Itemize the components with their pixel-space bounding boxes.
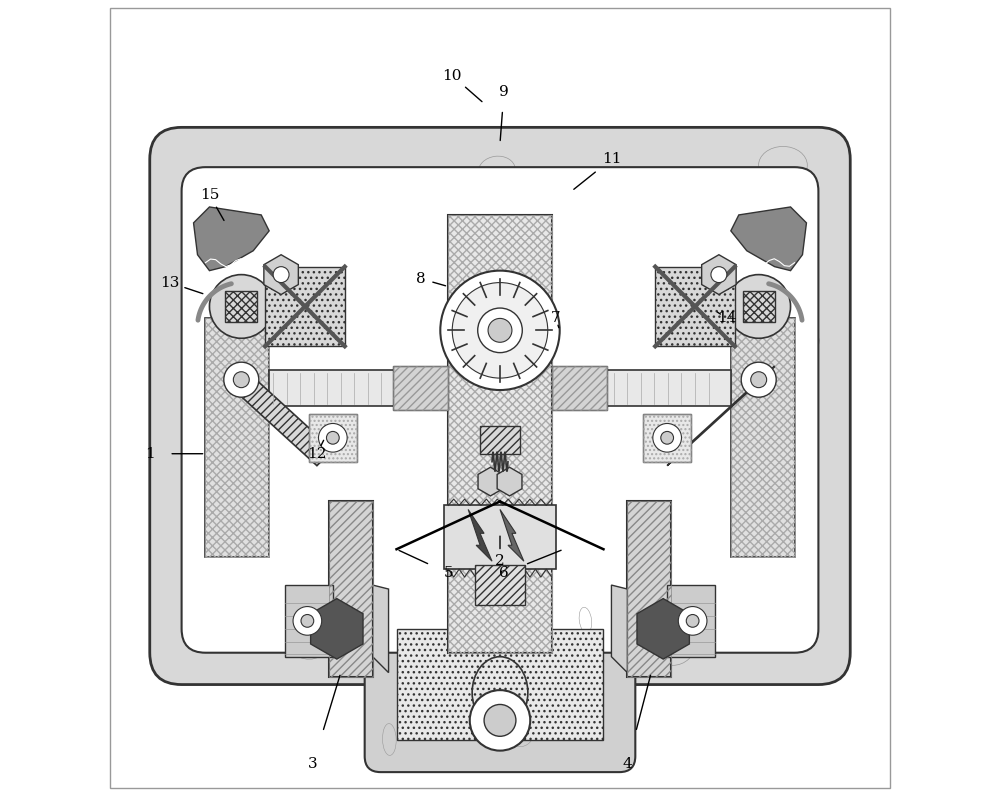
Text: 14: 14 [717,311,737,326]
Text: 12: 12 [307,447,327,461]
Circle shape [661,431,674,444]
Bar [393,366,448,410]
Bar [643,414,691,462]
Circle shape [653,423,681,452]
Text: 2: 2 [495,554,505,568]
FancyBboxPatch shape [365,597,635,772]
Circle shape [488,318,512,342]
Bar [556,370,731,406]
Bar [285,585,333,657]
FancyBboxPatch shape [150,127,850,685]
Text: 8: 8 [416,271,425,286]
Polygon shape [731,207,806,271]
Circle shape [452,283,548,378]
Text: 11: 11 [602,152,621,166]
Polygon shape [373,585,389,673]
Circle shape [727,275,791,338]
Text: 13: 13 [160,275,179,290]
Polygon shape [225,366,333,466]
Bar [269,370,444,406]
Circle shape [741,362,776,397]
Polygon shape [500,509,524,561]
Bar [225,291,257,322]
Bar [667,585,715,657]
Polygon shape [667,366,775,466]
Bar [743,291,775,322]
Bar [731,318,795,557]
Polygon shape [468,509,492,561]
Circle shape [209,275,273,338]
Bar [552,366,607,410]
Bar [444,505,556,569]
Bar [205,318,269,557]
Circle shape [470,690,530,751]
Bar [448,215,552,653]
Bar [627,501,671,677]
Text: 1: 1 [145,447,155,461]
Bar [475,565,525,605]
Circle shape [326,431,339,444]
Text: 3: 3 [308,757,318,771]
Polygon shape [194,207,269,271]
Circle shape [224,362,259,397]
Circle shape [440,271,560,390]
Circle shape [293,607,322,635]
Bar [309,414,357,462]
Circle shape [751,372,767,388]
Bar [655,267,735,346]
Bar [205,318,269,557]
Text: 10: 10 [442,68,462,83]
Bar [552,366,607,410]
Polygon shape [611,585,627,673]
Circle shape [711,267,727,283]
Bar [329,501,373,677]
Bar [731,318,795,557]
Text: 6: 6 [499,566,509,580]
Circle shape [273,267,289,283]
Bar [643,414,691,462]
Bar [329,501,373,677]
Text: 15: 15 [200,188,219,202]
Bar [393,366,448,410]
Circle shape [686,615,699,627]
Bar [309,414,357,462]
Bar [397,629,603,740]
Circle shape [301,615,314,627]
FancyBboxPatch shape [182,167,818,653]
Circle shape [678,607,707,635]
Circle shape [233,372,249,388]
Bar [480,426,520,454]
Text: 7: 7 [551,311,561,326]
Bar [448,215,552,653]
Circle shape [484,704,516,736]
Circle shape [478,308,522,353]
Circle shape [319,423,347,452]
Text: 4: 4 [622,757,632,771]
Text: 5: 5 [443,566,453,580]
Text: 9: 9 [499,84,509,99]
Bar [265,267,345,346]
Bar [627,501,671,677]
